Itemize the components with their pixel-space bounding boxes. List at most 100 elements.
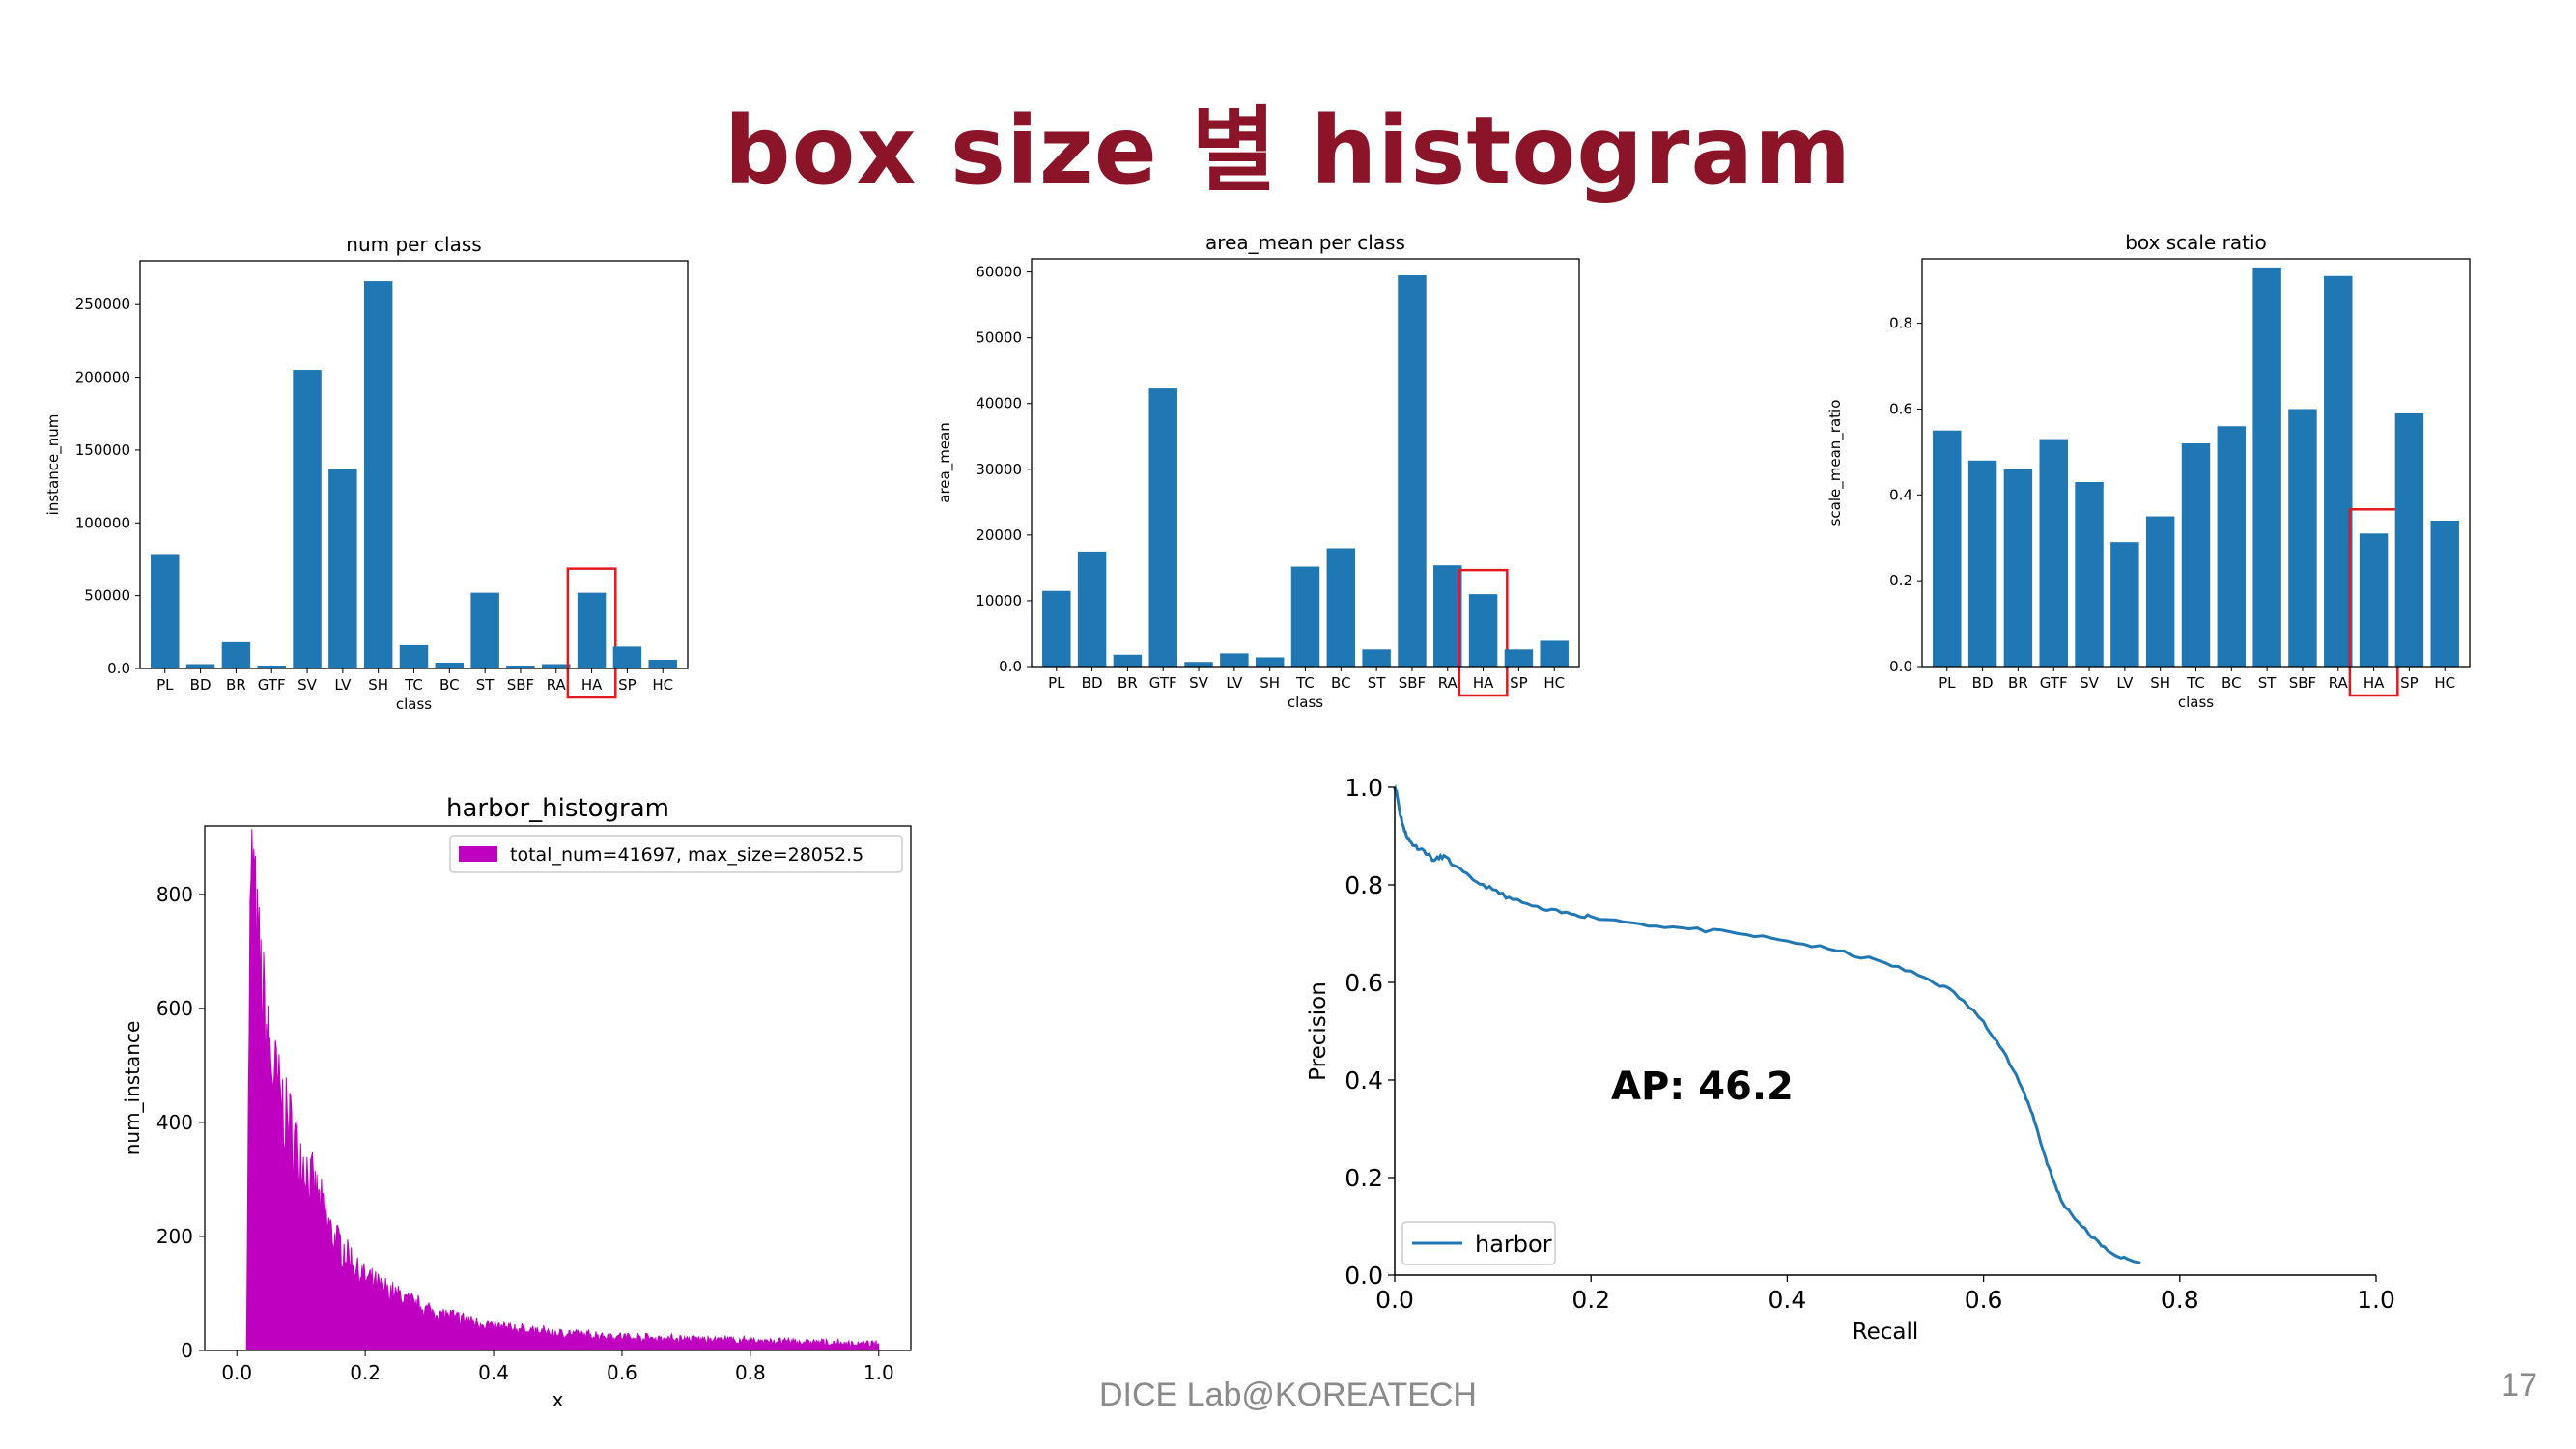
bar-sbf — [2288, 409, 2317, 667]
bar-sh — [363, 281, 393, 668]
x-tick-label: RA — [547, 676, 567, 694]
y-tick-label: 150000 — [75, 441, 130, 459]
x-axis-label: Recall — [1853, 1320, 1919, 1345]
bar-pl — [151, 554, 180, 668]
x-axis-label: class — [2178, 694, 2214, 711]
y-tick-label: 30000 — [976, 461, 1022, 478]
x-tick-label: RA — [1438, 674, 1458, 692]
x-tick-label: SBF — [1399, 674, 1426, 692]
y-tick-label: 0.2 — [1345, 1164, 1383, 1192]
bar-ha — [1468, 594, 1498, 667]
pr-curve-harbor — [1393, 783, 2141, 1264]
y-tick-label: 60000 — [976, 264, 1022, 281]
bar-sbf — [1398, 275, 1427, 667]
x-tick-label: BR — [1118, 674, 1138, 692]
bar-gtf — [257, 665, 286, 668]
bar-tc — [2181, 443, 2211, 667]
y-tick-label: 200000 — [75, 369, 130, 386]
chart-title: area_mean per class — [1205, 231, 1405, 254]
y-tick-label: 0.0 — [107, 660, 130, 677]
ap-annotation: AP: 46.2 — [1611, 1065, 1794, 1109]
bar-hc — [2430, 520, 2459, 667]
y-axis-label: Precision — [1306, 981, 1331, 1081]
plot-frame — [204, 825, 912, 1351]
y-axis-label: instance_num — [44, 414, 63, 516]
slide-title: box size 별 histogram — [723, 97, 1853, 205]
bar-pl — [1042, 590, 1071, 667]
y-tick-label: 200 — [156, 1225, 193, 1248]
x-tick-label: SP — [1510, 674, 1528, 692]
bar-sp — [1504, 649, 1534, 667]
x-tick-label: SBF — [507, 676, 534, 694]
y-tick-label: 20000 — [976, 526, 1022, 544]
x-tick-label: ST — [2258, 674, 2278, 692]
x-tick-label: TC — [2186, 674, 2205, 692]
x-tick-label: 0.0 — [1375, 1286, 1414, 1314]
x-tick-label: 0.8 — [2161, 1286, 2199, 1314]
x-tick-label: 0.2 — [1571, 1286, 1610, 1314]
bar-sv — [2075, 481, 2104, 667]
legend-label: total_num=41697, max_size=28052.5 — [510, 844, 863, 866]
x-tick-label: 1.0 — [2357, 1286, 2395, 1314]
bar-br — [2003, 469, 2033, 667]
legend-box — [1401, 1221, 1556, 1265]
bar-sp — [612, 646, 642, 668]
x-tick-label: PL — [156, 676, 174, 694]
x-tick-label: BD — [1082, 674, 1103, 692]
x-axis-label: class — [1288, 694, 1323, 711]
x-tick-label: 0.2 — [350, 1361, 381, 1384]
y-tick-label: 40000 — [976, 395, 1022, 412]
x-tick-label: SV — [2080, 674, 2100, 692]
bar-pl — [1933, 430, 1962, 667]
bar-st — [2252, 267, 2281, 667]
x-tick-label: 0.6 — [1965, 1286, 2003, 1314]
bar-tc — [399, 644, 429, 668]
x-tick-label: GTF — [2040, 674, 2068, 692]
x-tick-label: HC — [652, 676, 673, 694]
x-tick-label: LV — [1226, 674, 1243, 692]
y-tick-label: 100000 — [75, 514, 130, 531]
legend-label: harbor — [1475, 1231, 1552, 1258]
bar-sv — [293, 370, 322, 668]
bar-br — [221, 641, 251, 668]
x-tick-label: LV — [2116, 674, 2134, 692]
x-tick-label: BR — [2008, 674, 2028, 692]
bar-gtf — [1148, 388, 1177, 667]
x-axis-label: x — [552, 1388, 564, 1411]
legend-swatch — [459, 846, 497, 862]
y-axis-label: num_instance — [121, 1021, 144, 1156]
x-tick-label: BD — [190, 676, 212, 694]
y-tick-label: 0.4 — [1889, 486, 1912, 503]
plot-frame — [139, 260, 689, 669]
footer-text: DICE Lab@KOREATECH — [1099, 1377, 1477, 1413]
x-tick-label: 0.4 — [478, 1361, 509, 1384]
y-tick-label: 0 — [181, 1339, 193, 1362]
y-tick-label: 800 — [156, 883, 193, 906]
y-axis-label: scale_mean_ratio — [1826, 400, 1845, 526]
bar-ra — [1433, 565, 1462, 667]
bar-lv — [2110, 542, 2139, 667]
y-tick-label: 400 — [156, 1111, 193, 1134]
bar-sv — [1184, 662, 1213, 667]
x-tick-label: GTF — [1149, 674, 1177, 692]
bar-bd — [1967, 460, 1997, 667]
bar-ra — [2324, 275, 2353, 667]
y-tick-label: 0.6 — [1345, 969, 1383, 997]
x-tick-label: ST — [476, 676, 495, 694]
bar-bd — [185, 664, 215, 668]
chart-title: num per class — [346, 233, 481, 256]
x-tick-label: BC — [439, 676, 460, 694]
y-tick-label: 0.8 — [1345, 871, 1383, 899]
x-tick-label: SP — [2400, 674, 2419, 692]
y-tick-label: 0.0 — [1345, 1262, 1383, 1290]
bar-bd — [1077, 551, 1107, 667]
x-tick-label: HC — [1543, 674, 1565, 692]
bar-sbf — [506, 665, 535, 668]
x-tick-label: HA — [2364, 674, 2385, 692]
x-tick-label: TC — [404, 676, 423, 694]
x-tick-label: BC — [2222, 674, 2242, 692]
x-tick-label: SP — [618, 676, 637, 694]
y-tick-label: 50000 — [976, 329, 1022, 347]
